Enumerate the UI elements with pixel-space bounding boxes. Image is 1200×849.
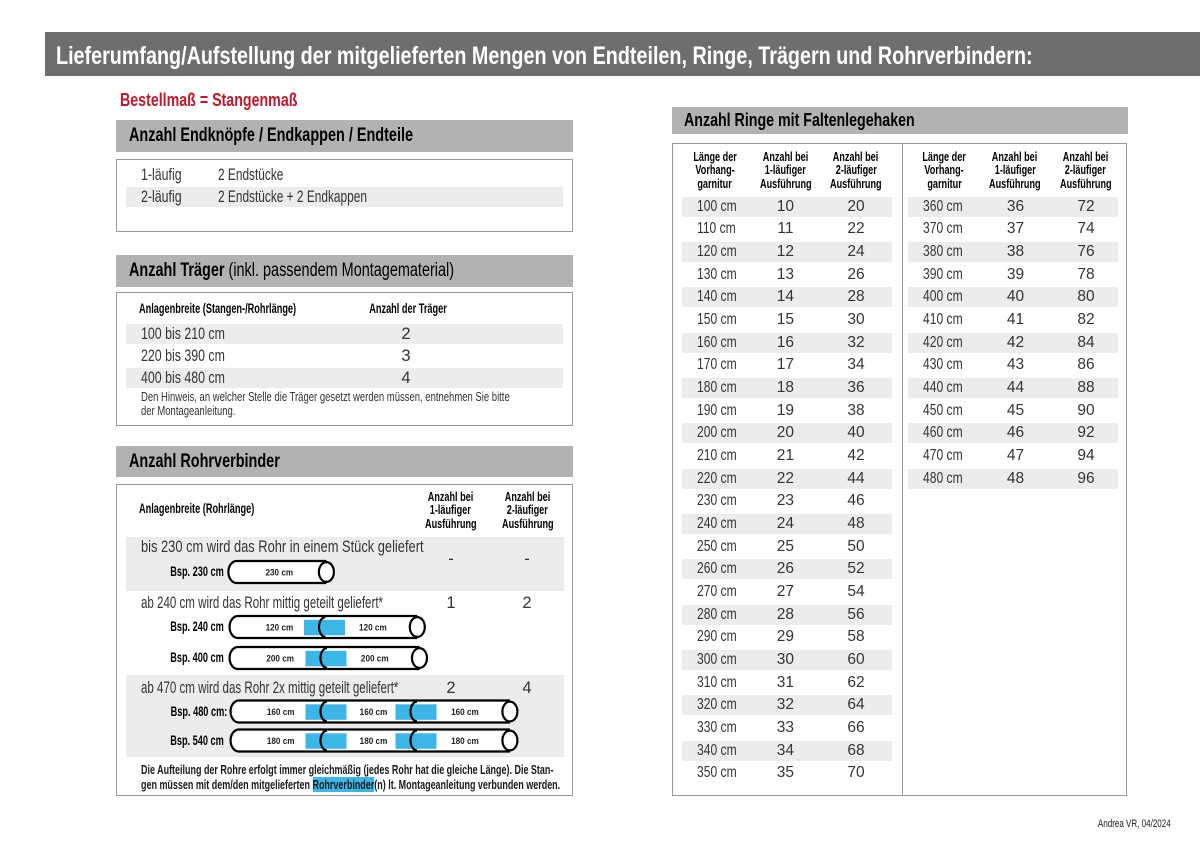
svg-text:160 cm: 160 cm <box>360 706 388 717</box>
svg-text:200 cm: 200 cm <box>266 653 294 664</box>
svg-text:200 cm: 200 cm <box>361 653 389 664</box>
svg-text:230 cm: 230 cm <box>265 567 293 578</box>
svg-text:160 cm: 160 cm <box>267 706 295 717</box>
svg-text:160 cm: 160 cm <box>451 706 479 717</box>
svg-text:180 cm: 180 cm <box>267 735 295 746</box>
svg-text:120 cm: 120 cm <box>359 622 387 633</box>
svg-text:120 cm: 120 cm <box>266 622 294 633</box>
svg-text:180 cm: 180 cm <box>360 735 388 746</box>
svg-text:180 cm: 180 cm <box>451 735 479 746</box>
